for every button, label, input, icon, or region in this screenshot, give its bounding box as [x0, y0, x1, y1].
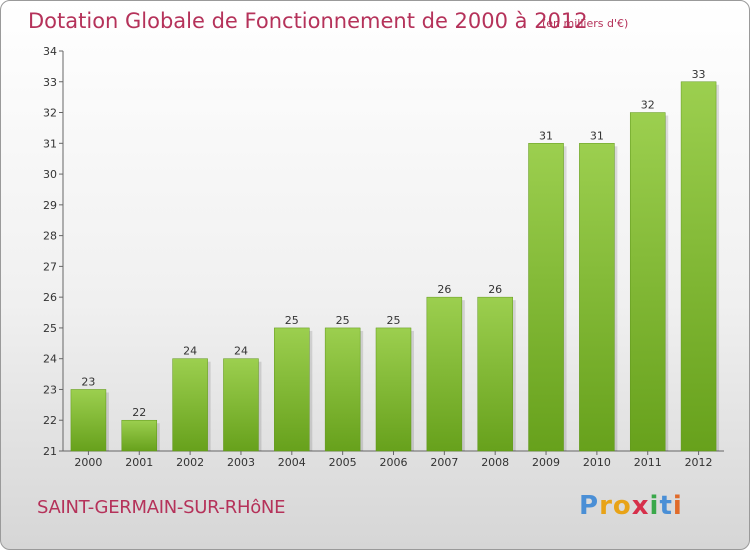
data-label: 26	[437, 283, 451, 296]
unit-note: (en milliers d'€)	[542, 17, 629, 30]
data-label: 22	[132, 406, 146, 419]
logo-letter: x	[631, 491, 650, 521]
x-tick-label: 2011	[634, 456, 662, 469]
y-tick-label: 32	[43, 107, 57, 120]
x-tick-label: 2010	[583, 456, 611, 469]
x-tick-label: 2009	[532, 456, 560, 469]
logo-letter: o	[612, 491, 632, 521]
y-tick-label: 25	[43, 322, 57, 335]
data-label: 24	[234, 345, 248, 358]
proxiti-logo: Proxiti	[579, 491, 683, 521]
bar	[426, 296, 463, 452]
bar	[121, 419, 158, 452]
data-label: 31	[590, 129, 604, 142]
bar	[274, 327, 310, 452]
bar	[477, 296, 513, 452]
data-label: 25	[336, 314, 350, 327]
x-tick-label: 2001	[125, 456, 153, 469]
y-tick-label: 27	[43, 260, 57, 273]
logo-letter: r	[599, 491, 613, 521]
x-tick-label: 2002	[176, 456, 204, 469]
y-tick-label: 24	[43, 353, 57, 366]
data-label: 24	[183, 345, 197, 358]
data-label: 26	[488, 283, 502, 296]
bar	[375, 327, 412, 452]
x-tick-label: 2005	[329, 456, 357, 469]
x-tick-label: 2007	[430, 456, 458, 469]
bar	[172, 358, 208, 452]
bar	[579, 143, 615, 452]
x-tick-label: 2000	[74, 456, 102, 469]
x-tick-label: 2006	[380, 456, 408, 469]
y-tick-label: 33	[43, 76, 57, 89]
y-tick-label: 21	[43, 445, 57, 458]
y-tick-label: 29	[43, 199, 57, 212]
y-tick-label: 28	[43, 230, 57, 243]
bar	[324, 327, 361, 452]
y-tick-label: 31	[43, 137, 57, 150]
commune-name: SAINT-GERMAIN-SUR-RHôNE	[37, 497, 286, 518]
data-label: 23	[81, 375, 95, 388]
logo-letter: P	[579, 491, 600, 521]
bar	[223, 358, 259, 452]
logo-letter: i	[649, 491, 660, 521]
y-tick-label: 34	[43, 45, 57, 58]
chart-title: Dotation Globale de Fonctionnement de 20…	[28, 9, 588, 33]
y-tick-label: 26	[43, 291, 57, 304]
bar	[528, 143, 564, 452]
data-label: 25	[387, 314, 401, 327]
x-tick-label: 2004	[278, 456, 306, 469]
bar	[680, 81, 717, 452]
logo-letter: t	[659, 491, 673, 521]
data-label: 32	[641, 99, 655, 112]
data-label: 31	[539, 129, 553, 142]
x-tick-label: 2012	[685, 456, 713, 469]
bar	[629, 112, 666, 452]
y-tick-label: 23	[43, 383, 57, 396]
data-label: 33	[692, 68, 706, 81]
bar	[70, 389, 107, 452]
x-tick-label: 2008	[481, 456, 509, 469]
x-tick-label: 2003	[227, 456, 255, 469]
y-tick-label: 22	[43, 414, 57, 427]
y-tick-label: 30	[43, 168, 57, 181]
logo-letter: i	[672, 491, 683, 521]
data-label: 25	[285, 314, 299, 327]
